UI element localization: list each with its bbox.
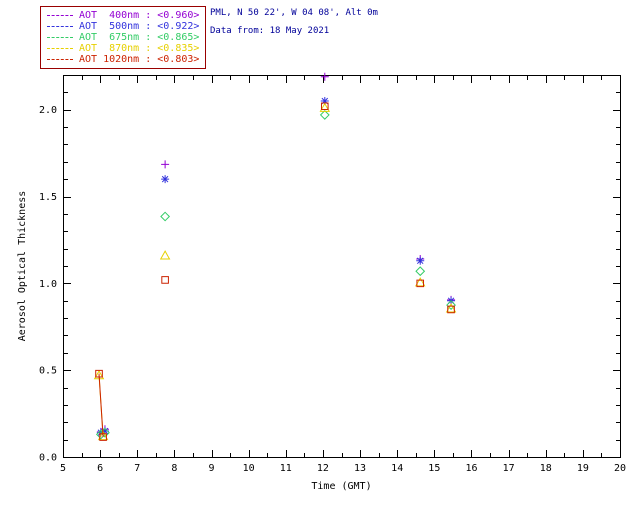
x-tick-label: 19 bbox=[577, 463, 589, 474]
marker-aot-870 bbox=[97, 430, 109, 441]
minor-ticks bbox=[64, 75, 620, 457]
x-tick-label: 17 bbox=[503, 463, 515, 474]
x-tick-label: 7 bbox=[134, 463, 140, 474]
x-axis-label: Time (GMT) bbox=[311, 481, 371, 492]
legend-label-aot-500: AOT 500nm : <0.922> bbox=[79, 21, 200, 32]
marker-aot-870 bbox=[319, 102, 331, 112]
marker-aot-1020 bbox=[161, 276, 169, 284]
marker-aot-675 bbox=[446, 300, 456, 310]
legend-row-aot-675: AOT 675nm : <0.865> bbox=[47, 32, 199, 43]
x-tick-label: 9 bbox=[209, 463, 215, 474]
x-tick-label: 8 bbox=[171, 463, 177, 474]
x-tick-label: 12 bbox=[317, 463, 329, 474]
marker-aot-500 bbox=[161, 175, 170, 184]
legend-box: AOT 400nm : <0.960> AOT 500nm : <0.922> AO… bbox=[40, 6, 207, 69]
y-tick-label: 1.5 bbox=[39, 192, 57, 203]
x-tick-label: 6 bbox=[97, 463, 103, 474]
marker-aot-1020 bbox=[416, 279, 425, 288]
legend-linestyle-aot-400 bbox=[47, 15, 73, 16]
marker-aot-1020 bbox=[95, 369, 103, 378]
marker-aot-400 bbox=[161, 160, 170, 169]
marker-aot-675 bbox=[415, 266, 426, 277]
marker-aot-675 bbox=[100, 427, 110, 438]
legend-linestyle-aot-870 bbox=[47, 48, 73, 49]
y-tick-label: 0.0 bbox=[39, 453, 57, 464]
marker-aot-1020 bbox=[447, 305, 455, 314]
x-tick-label: 5 bbox=[60, 463, 66, 474]
x-tick-label: 13 bbox=[354, 463, 366, 474]
marker-aot-400 bbox=[320, 72, 329, 81]
plot-border bbox=[63, 75, 621, 458]
marker-aot-1020 bbox=[320, 102, 329, 111]
legend-row-aot-1020: AOT 1020nm : <0.803> bbox=[47, 54, 199, 65]
legend-row-aot-500: AOT 500nm : <0.922> bbox=[47, 21, 199, 32]
marker-aot-675 bbox=[319, 110, 330, 120]
legend-row-aot-400: AOT 400nm : <0.960> bbox=[47, 10, 199, 21]
marker-aot-500 bbox=[416, 256, 425, 265]
y-tick-label: 2.0 bbox=[39, 105, 57, 116]
x-tick-label: 16 bbox=[465, 463, 477, 474]
marker-aot-500 bbox=[100, 426, 109, 435]
x-tick-label: 14 bbox=[391, 463, 403, 474]
marker-aot-870 bbox=[159, 250, 171, 260]
y-tick-label: 0.5 bbox=[39, 366, 57, 377]
x-tick-label: 20 bbox=[614, 463, 626, 474]
series-line-aot-1020 bbox=[98, 373, 104, 438]
x-tick-label: 15 bbox=[428, 463, 440, 474]
y-axis-label: Aerosol Optical Thickness bbox=[17, 191, 28, 342]
legend-label-aot-400: AOT 400nm : <0.960> bbox=[79, 10, 200, 21]
legend-label-aot-675: AOT 675nm : <0.865> bbox=[79, 32, 200, 43]
x-tick-label: 10 bbox=[243, 463, 255, 474]
marker-aot-500 bbox=[320, 97, 329, 106]
marker-aot-870 bbox=[445, 303, 457, 313]
data-date-text: Data from: 18 May 2021 bbox=[210, 26, 330, 36]
legend-row-aot-870: AOT 870nm : <0.835> bbox=[47, 43, 199, 54]
marker-aot-675 bbox=[160, 211, 171, 222]
major-ticks bbox=[63, 76, 621, 458]
x-tick-label: 18 bbox=[540, 463, 552, 474]
legend-label-aot-1020: AOT 1020nm : <0.803> bbox=[79, 54, 200, 65]
marker-aot-870 bbox=[414, 277, 426, 287]
x-tick-label: 11 bbox=[280, 463, 292, 474]
y-tick-label: 1.0 bbox=[39, 279, 57, 290]
station-info-text: PML, N 50 22', W 04 08', Alt 0m bbox=[210, 8, 378, 18]
legend-linestyle-aot-500 bbox=[47, 26, 73, 27]
legend-label-aot-870: AOT 870nm : <0.835> bbox=[79, 43, 200, 54]
marker-aot-1020 bbox=[99, 433, 107, 441]
legend-linestyle-aot-1020 bbox=[47, 59, 73, 60]
legend-linestyle-aot-675 bbox=[47, 37, 73, 38]
